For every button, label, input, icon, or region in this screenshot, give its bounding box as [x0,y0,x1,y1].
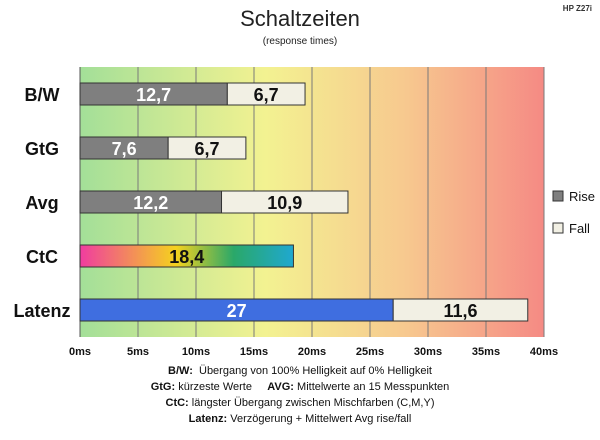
legend: Rise Fall [552,189,595,236]
x-tick-labels: 0ms 5ms 10ms 15ms 20ms 25ms 30ms 35ms 40ms [69,346,558,358]
x-tick-label: 15ms [240,346,268,358]
rise-bar [79,244,294,268]
rise-value-label: 18,4 [169,247,204,267]
fall-bar [221,190,349,214]
category-label: Latenz [13,301,70,321]
note-line: Latenz: Verzögerung + Mittelwert Avg ris… [188,413,412,425]
x-tick-label: 30ms [414,346,442,358]
note-line: GtG: kürzeste Werte AVG: Mittelwerte an … [150,381,450,393]
fall-bar [392,298,529,322]
rise-value-label: 7,6 [112,139,137,159]
fall-value-label: 6,7 [195,139,220,159]
legend-swatch [552,190,564,202]
x-tick-label: 10ms [182,346,210,358]
category-labels: B/W GtG Avg CtC Latenz [13,85,70,321]
category-label: GtG [25,139,59,159]
legend-swatch [552,222,564,234]
category-label: B/W [25,85,60,105]
fall-value-label: 11,6 [443,301,477,321]
monitor-model-label: HP Z27i [562,4,592,13]
rise-value-label: 12,2 [133,193,168,213]
chart-title: Schaltzeiten [240,6,360,31]
fall-bar [226,82,306,106]
category-label: CtC [26,247,58,267]
legend-notes: B/W: Übergang von 100% Helligkeit auf 0%… [0,363,600,427]
note-line: CtC: längster Übergang zwischen Mischfar… [165,397,435,409]
fall-bar [167,136,247,160]
legend-label: Fall [569,221,590,236]
rise-value-label: 12,7 [136,85,171,105]
x-tick-label: 20ms [298,346,326,358]
rise-value-label: 27 [227,301,247,321]
note-line: B/W: Übergang von 100% Helligkeit auf 0%… [168,365,432,377]
x-tick-label: 25ms [356,346,384,358]
x-tick-label: 0ms [69,346,91,358]
chart-subtitle: (response times) [262,36,338,47]
x-tick-label: 40ms [530,346,558,358]
legend-label: Rise [569,189,595,204]
fall-value-label: 6,7 [254,85,279,105]
x-tick-label: 5ms [127,346,149,358]
bars: 12,7 6,7 7,6 6,7 12,2 10,9 18,4 27 11,6 [79,82,529,322]
x-tick-label: 35ms [472,346,500,358]
category-label: Avg [25,193,58,213]
fall-value-label: 10,9 [267,193,302,213]
